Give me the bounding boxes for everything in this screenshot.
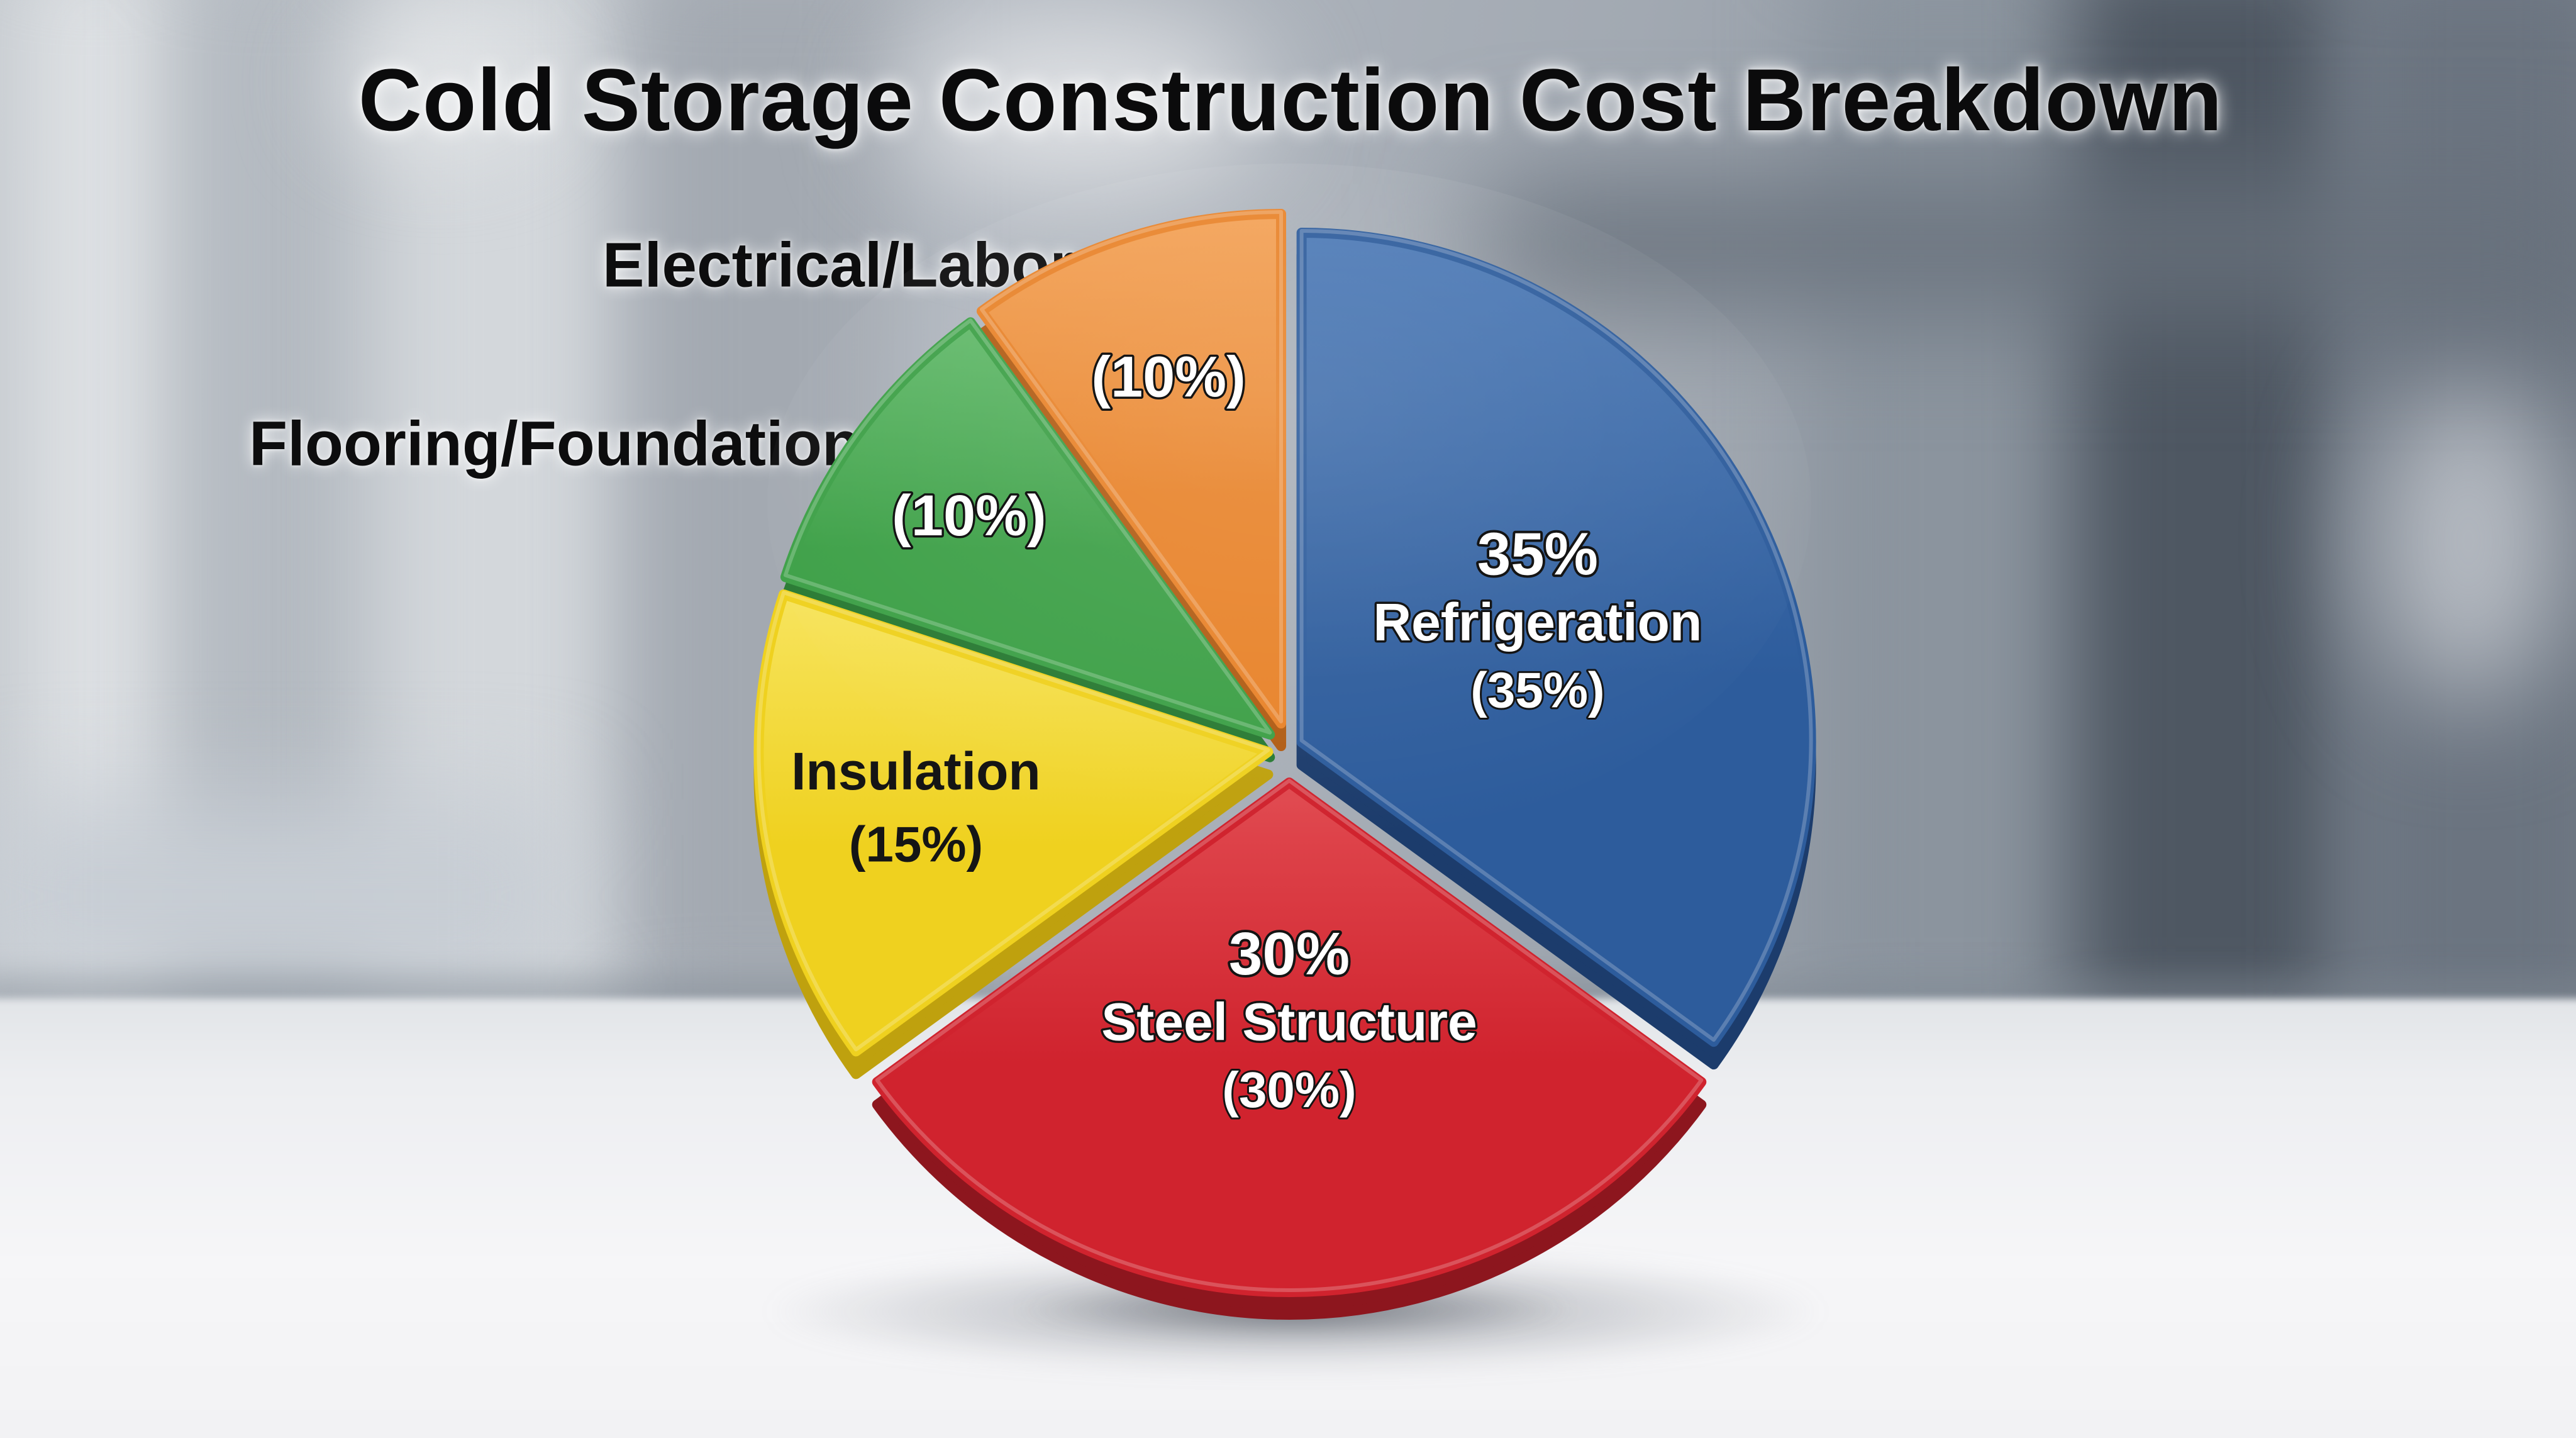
slice-label-steel-structure-line-3: (30%) — [1222, 1062, 1356, 1118]
background-light-blob — [340, 25, 541, 138]
slice-label-refrigeration-line-3: (35%) — [1470, 662, 1604, 718]
slice-label-refrigeration-line-1: 35% — [1477, 520, 1598, 588]
background-reflection-band — [0, 799, 566, 994]
pie-label-layer: 35%Refrigeration (35%) 30%Steel Structure (… — [767, 164, 1811, 1120]
pie-slice-insulation-gloss — [757, 591, 1270, 1052]
background-light-blob — [2371, 377, 2566, 705]
slice-label-refrigeration-line-2: Refrigeration — [1374, 593, 1702, 652]
slice-label-insulation-line-2: (15%) — [849, 817, 983, 872]
pie-sheen-highlight — [767, 164, 1811, 843]
background-shelf-band — [1818, 0, 2094, 1044]
chart-title: Cold Storage Construction Cost Breakdown — [358, 50, 2223, 149]
slice-label-steel-structure-line-1: 30% — [1229, 920, 1350, 988]
background-light-blob — [899, 19, 1264, 189]
background-shelf-band-dark — [2069, 0, 2352, 1044]
pie-slice-steel-structure-gloss — [875, 779, 1704, 1292]
slice-label-electrical-labor-line-1: (10%) — [1091, 345, 1245, 409]
slice-label-insulation-line-1: Insulation — [791, 742, 1041, 801]
slice-label-flooring-foundation-line-1: (10%) — [892, 484, 1046, 548]
label-flooring-foundation: Flooring/Foundation — [249, 408, 860, 479]
pie-slice-steel-structure — [872, 778, 1707, 1297]
slice-label-steel-structure-line-2: Steel Structure — [1101, 993, 1477, 1052]
